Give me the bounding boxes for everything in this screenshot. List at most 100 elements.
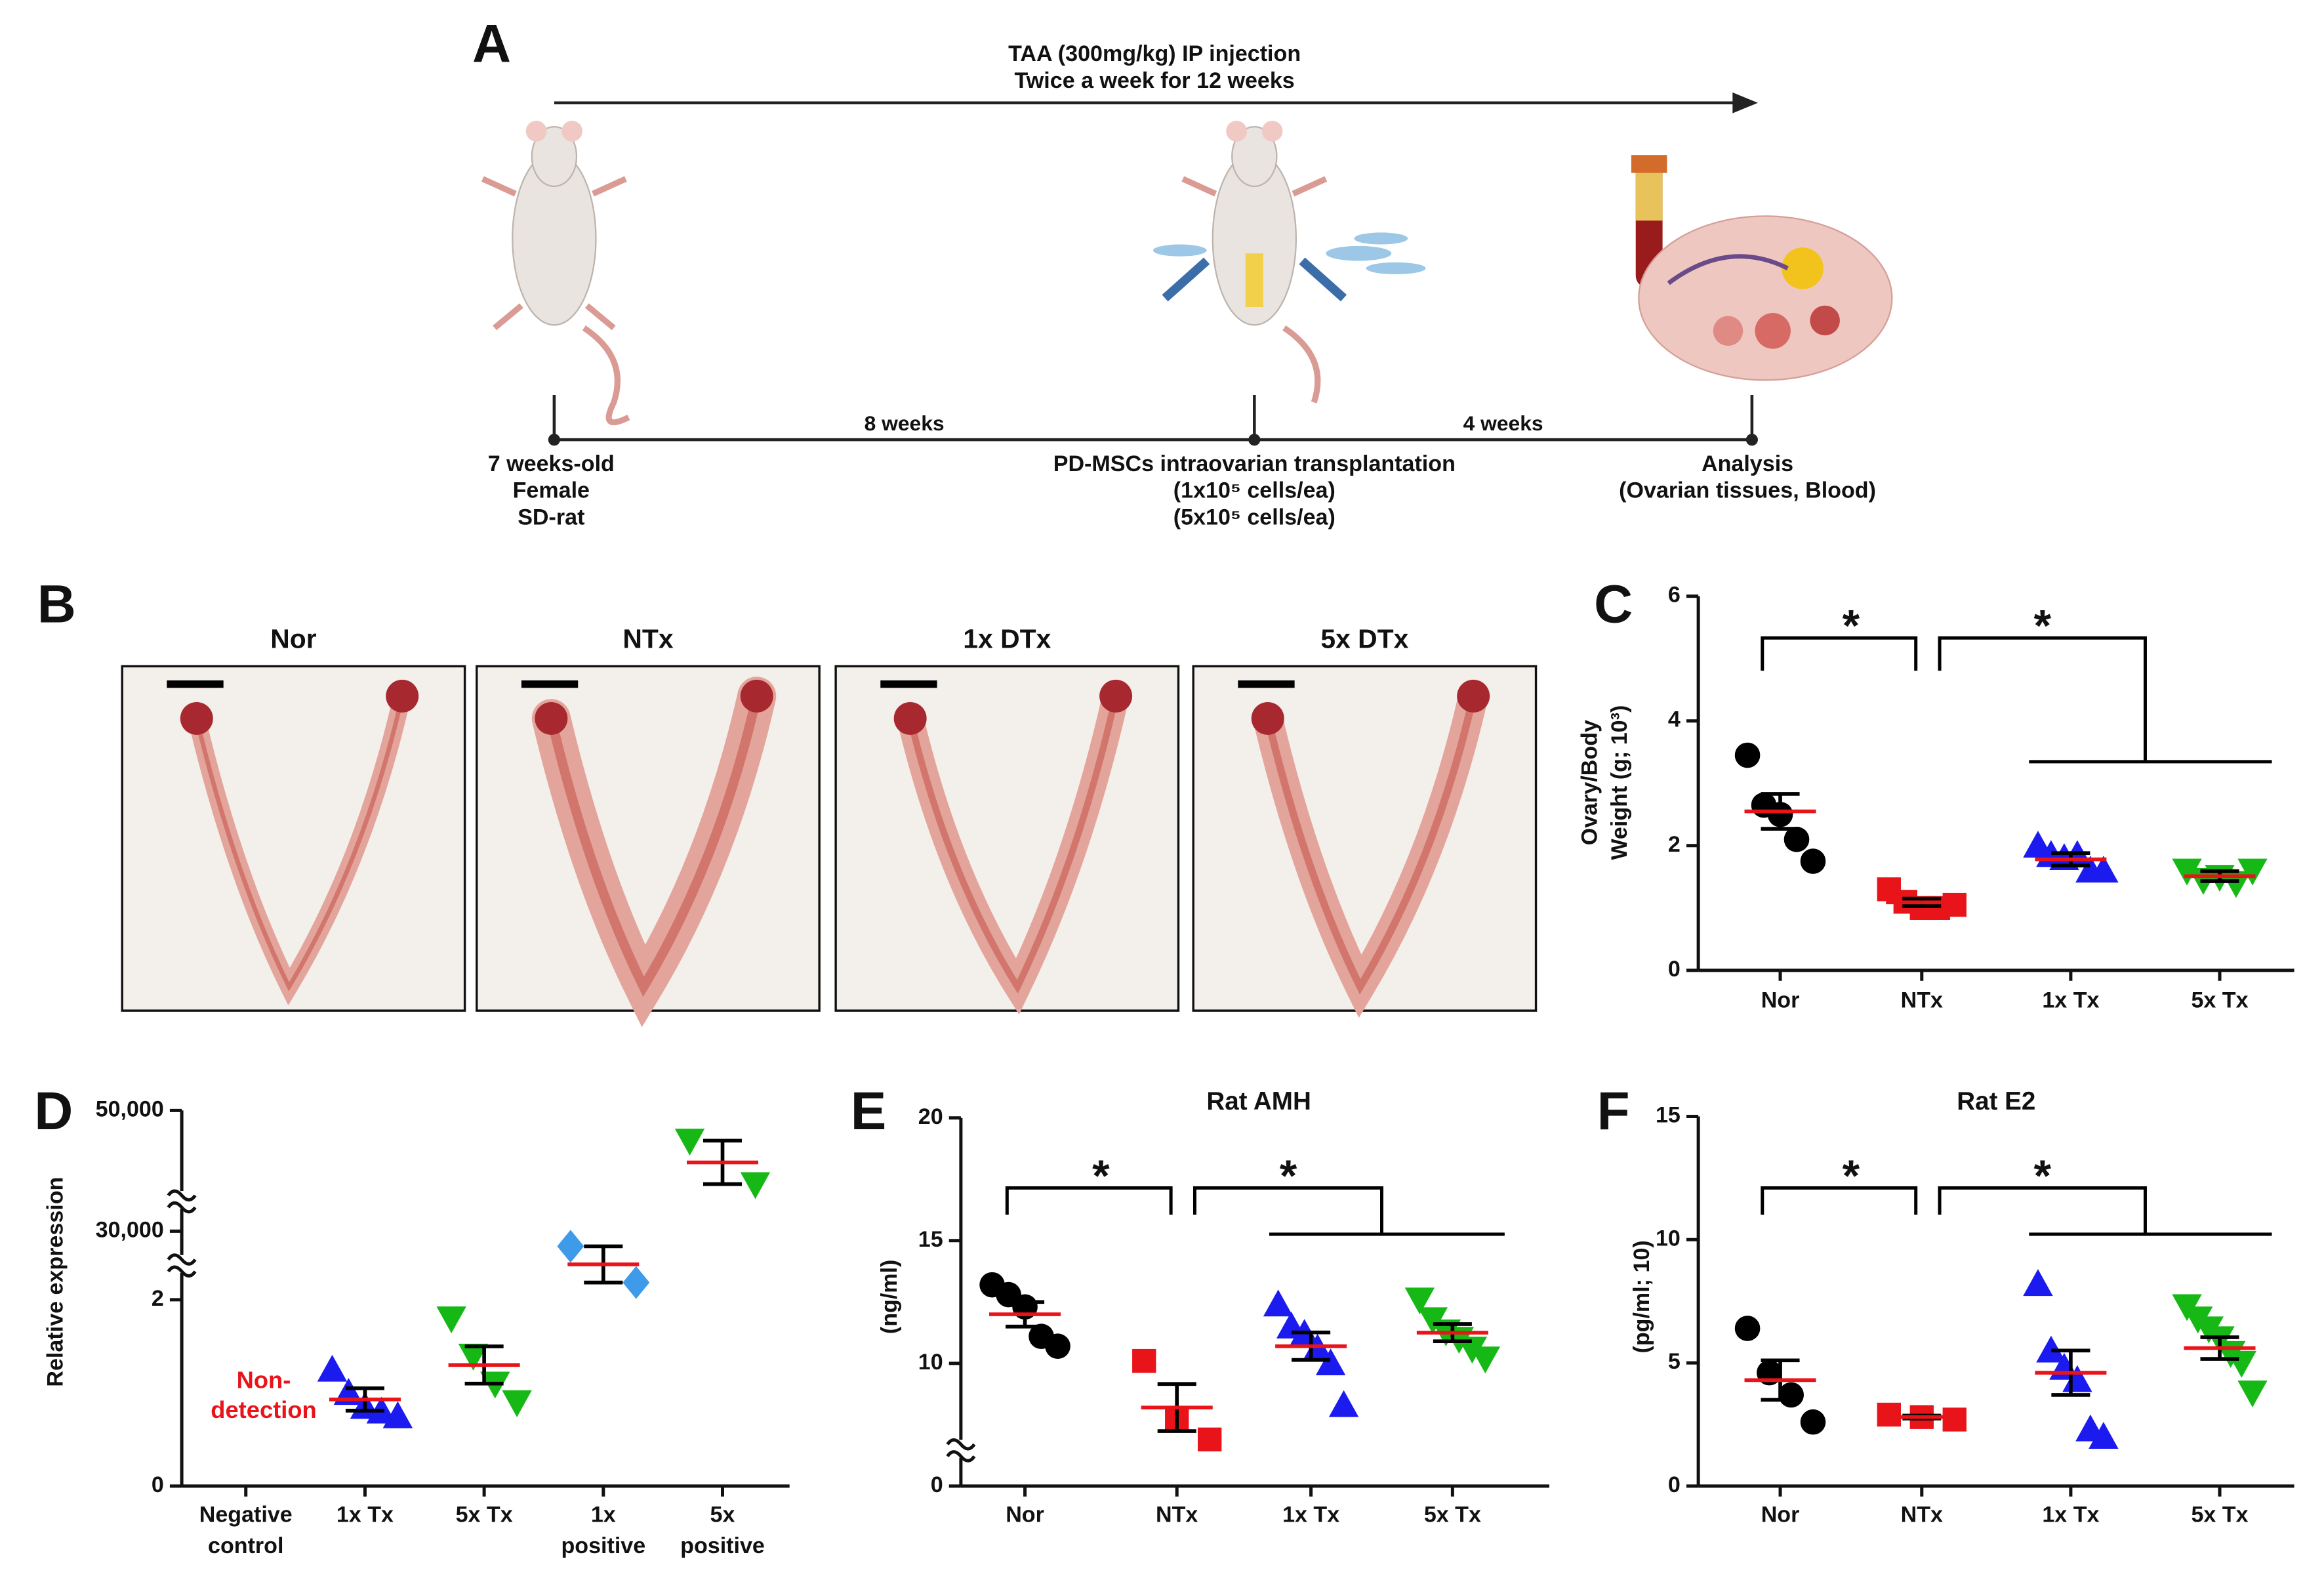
- data-point: [1800, 1409, 1826, 1435]
- x-tick-label: 1x Tx: [2042, 988, 2099, 1013]
- y-tick-label: 2: [152, 1286, 164, 1311]
- data-point: [2237, 858, 2268, 886]
- uterus-inner: [546, 695, 762, 997]
- data-point: [2036, 1335, 2066, 1363]
- y-tick-label: 20: [918, 1104, 943, 1129]
- annotation: detection: [211, 1396, 316, 1423]
- timeline-dot: [1248, 434, 1261, 446]
- x-tick-label: 5x Tx: [2191, 1502, 2248, 1527]
- x-tick-label: 5x Tx: [1424, 1502, 1481, 1527]
- data-point: [317, 1354, 348, 1382]
- x-tick-label: 5x: [710, 1502, 735, 1527]
- data-point: [674, 1129, 705, 1156]
- y-tick-label: 4: [1668, 707, 1681, 732]
- illustrations: [481, 121, 1893, 426]
- y-tick-label: 30,000: [96, 1217, 164, 1242]
- significance-mark: *: [1280, 1151, 1297, 1201]
- stage-label: (1x10⁵ cells/ea): [1173, 478, 1335, 503]
- y-tick-label: 0: [1668, 1472, 1681, 1497]
- ovary: [1099, 679, 1133, 713]
- x-tick-label: NTx: [1901, 988, 1943, 1013]
- panel-label: B: [37, 574, 76, 634]
- data-point: [1198, 1427, 1222, 1451]
- chart-title: Rat AMH: [1206, 1087, 1311, 1115]
- ovary: [1251, 701, 1284, 735]
- significance-bracket: [1005, 1186, 1505, 1236]
- axis-break: [167, 1189, 197, 1214]
- ovary: [740, 679, 773, 713]
- ovary: [893, 701, 927, 735]
- timeline-dot: [548, 434, 560, 446]
- panel-label: A: [472, 14, 511, 73]
- x-tick-label: Nor: [1006, 1502, 1044, 1527]
- x-tick-label: control: [208, 1533, 283, 1558]
- stage-label: PD-MSCs intraovarian transplantation: [1053, 451, 1456, 476]
- x-tick-label: 1x Tx: [336, 1502, 394, 1527]
- significance-bracket: [1761, 636, 2272, 764]
- y-tick-label: 15: [918, 1227, 943, 1252]
- y-tick-label: 0: [931, 1472, 943, 1497]
- interval-label: 8 weeks: [865, 411, 945, 435]
- x-tick-label: 5x Tx: [456, 1502, 513, 1527]
- timeline-dot: [1745, 434, 1758, 446]
- ovary: [1457, 679, 1490, 713]
- significance-mark: *: [1843, 1151, 1860, 1201]
- data-point: [1942, 1407, 1967, 1432]
- x-tick-label: NTx: [1901, 1502, 1943, 1527]
- panel-label: D: [34, 1081, 73, 1141]
- data-point: [1470, 1346, 1501, 1374]
- x-tick-label: 5x Tx: [2191, 988, 2248, 1013]
- y-axis-label: (ng/ml): [877, 1260, 902, 1335]
- stage-label: Analysis: [1702, 451, 1793, 476]
- significance-mark: *: [1843, 601, 1860, 651]
- rat-illustration: [1152, 121, 1426, 404]
- uterus-inner: [907, 695, 1120, 994]
- data-point: [1734, 742, 1761, 768]
- stage-label: Female: [513, 478, 590, 503]
- panel-label: E: [851, 1081, 887, 1141]
- y-tick-label: 50,000: [96, 1096, 164, 1121]
- data-point: [382, 1401, 413, 1428]
- rat-illustration: [481, 121, 630, 426]
- image-label: NTx: [622, 624, 673, 654]
- arrow-head: [1732, 92, 1758, 114]
- data-point: [1132, 1348, 1156, 1373]
- treatment-text: Twice a week for 12 weeks: [1015, 68, 1295, 93]
- significance-mark: *: [1092, 1151, 1110, 1201]
- y-tick-label: 6: [1668, 583, 1681, 608]
- significance-mark: *: [2033, 601, 2051, 651]
- data-point: [1942, 892, 1967, 917]
- x-tick-label: NTx: [1156, 1502, 1198, 1527]
- x-tick-label: positive: [561, 1533, 645, 1558]
- data-point: [2237, 1380, 2268, 1407]
- data-point: [622, 1266, 650, 1299]
- data-point: [1778, 1382, 1804, 1408]
- data-point: [557, 1230, 584, 1263]
- ovary: [535, 701, 568, 735]
- data-point: [1328, 1390, 1359, 1417]
- ovary: [180, 701, 213, 735]
- data-point: [2089, 1422, 2119, 1449]
- axis-break: [946, 1438, 976, 1463]
- data-point: [1315, 1348, 1346, 1376]
- data-point: [1877, 1402, 1901, 1427]
- x-tick-label: Nor: [1761, 1502, 1800, 1527]
- data-point: [1457, 1337, 1488, 1364]
- image-label: 1x DTx: [963, 624, 1051, 654]
- panel-label: C: [1594, 574, 1633, 634]
- stage-label: 7 weeks-old: [488, 451, 615, 476]
- data-point: [1045, 1333, 1070, 1359]
- uterus-inner: [194, 696, 405, 991]
- data-point: [2023, 1269, 2053, 1297]
- data-point: [740, 1172, 771, 1199]
- y-tick-label: 2: [1668, 832, 1681, 857]
- y-axis-label: Weight (g; 10³): [1607, 705, 1632, 860]
- y-tick-label: 10: [918, 1350, 943, 1375]
- treatment-text: TAA (300mg/kg) IP injection: [1008, 41, 1301, 66]
- stage-label: (5x10⁵ cells/ea): [1173, 505, 1335, 530]
- x-tick-label: 1x Tx: [1282, 1502, 1339, 1527]
- data-point: [1784, 826, 1810, 852]
- x-tick-label: Nor: [1761, 988, 1800, 1013]
- data-point: [436, 1306, 466, 1334]
- y-axis-label: Ovary/Body: [1578, 720, 1602, 845]
